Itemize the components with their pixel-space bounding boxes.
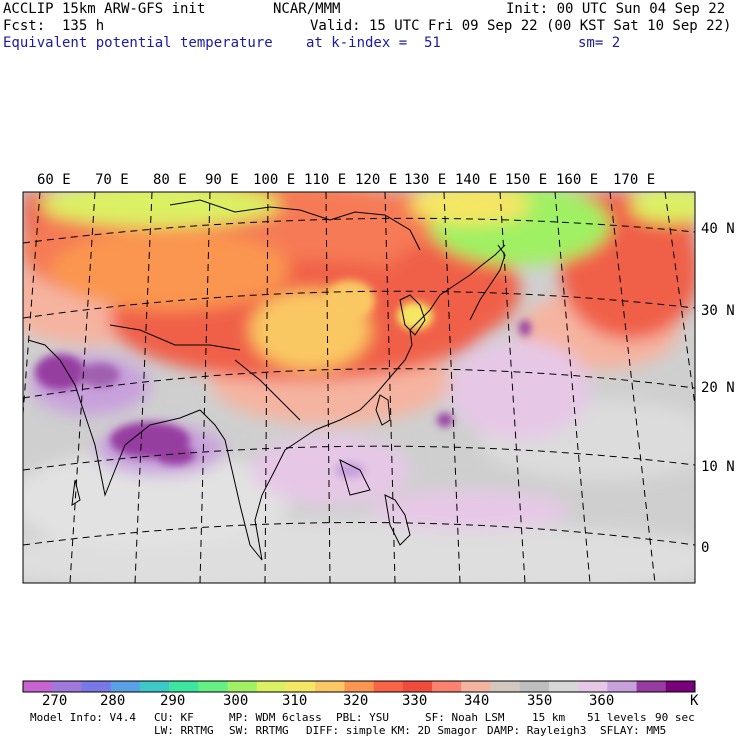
lat-label: 20 N [701, 380, 735, 396]
lon-label: 90 E [205, 172, 239, 188]
lon-label: 100 E [253, 172, 296, 188]
valid-time: Valid: 15 UTC Fri 09 Sep 22 (00 KST Sat … [310, 18, 732, 34]
colorbar-tick: 300 [223, 693, 249, 709]
colorbar-swatch [198, 681, 229, 692]
model-title: ACCLIP 15km ARW-GFS init [3, 1, 206, 17]
footer-item: 15 km [532, 711, 566, 724]
footer-item: PBL: YSU [336, 711, 389, 724]
colorbar-swatch [23, 681, 53, 692]
lon-label: 110 E [304, 172, 347, 188]
colorbar-swatch [169, 681, 199, 692]
footer-item: SFLAY: MM5 [600, 724, 667, 737]
colorbar-swatch [461, 681, 491, 692]
colorbar-swatch [490, 681, 521, 692]
colorbar-tick: 320 [343, 693, 369, 709]
colorbar-swatch [607, 681, 638, 692]
colorbar-swatch [548, 681, 579, 692]
footer-item: 90 sec [655, 711, 695, 724]
colorbar-frame [22, 680, 696, 693]
colorbar-swatch [139, 681, 170, 692]
footer-item: CU: KF [154, 711, 194, 724]
theta-e-field [23, 192, 695, 583]
colorbar-swatch [578, 681, 608, 692]
footer-item: Model Info: V4.4 [30, 711, 136, 724]
lat-label: 0 [701, 540, 710, 556]
lat-label: 40 N [701, 221, 735, 237]
lon-label: 70 E [95, 172, 129, 188]
colorbar-swatch [52, 681, 82, 692]
colorbar-tick: 330 [402, 693, 428, 709]
colorbar-swatch [81, 681, 112, 692]
footer-item: 51 levels [587, 711, 647, 724]
colorbar-swatch [665, 681, 696, 692]
colorbar-tick: 350 [527, 693, 553, 709]
colorbar-unit: K [690, 693, 699, 709]
colorbar-swatch [636, 681, 667, 692]
colorbar-tick: 360 [589, 693, 615, 709]
colorbar-swatch [519, 681, 550, 692]
lon-label: 60 E [37, 172, 71, 188]
lat-label: 10 N [701, 459, 735, 475]
smoothing: sm= 2 [578, 35, 621, 51]
graticule [23, 192, 695, 583]
footer-item: LW: RRTMG [154, 724, 214, 737]
footer-item: KM: 2D Smagor [391, 724, 478, 737]
map-frame [22, 191, 696, 584]
footer-item: DIFF: simple [306, 724, 386, 737]
init-time: Init: 00 UTC Sun 04 Sep 22 [506, 1, 726, 17]
colorbar-swatch [402, 681, 433, 692]
footer-item: SW: RRTMG [229, 724, 289, 737]
colorbar [22, 680, 696, 693]
colorbar-swatch [110, 681, 141, 692]
colorbar-swatch [432, 681, 462, 692]
footer-item: DAMP: Rayleigh3 [487, 724, 587, 737]
colorbar-tick: 310 [282, 693, 308, 709]
colorbar-swatch [227, 681, 258, 692]
colorbar-swatch [373, 681, 404, 692]
lon-label: 160 E [556, 172, 599, 188]
colorbar-swatch [256, 681, 287, 692]
lon-label: 130 E [404, 172, 447, 188]
lon-label: 120 E [355, 172, 398, 188]
colorbar-tick: 280 [100, 693, 126, 709]
colorbar-tick: 340 [464, 693, 490, 709]
institution: NCAR/MMM [273, 1, 341, 17]
colorbar-tick: 290 [160, 693, 186, 709]
forecast-hour: Fcst: 135 h [3, 18, 105, 34]
footer-item: MP: WDM 6class [229, 711, 322, 724]
colorbar-tick: 270 [42, 693, 68, 709]
lon-label: 80 E [153, 172, 187, 188]
lon-label: 150 E [505, 172, 548, 188]
field-name: Equivalent potential temperature [3, 35, 273, 51]
lon-label: 140 E [455, 172, 498, 188]
lat-label: 30 N [701, 303, 735, 319]
footer-item: SF: Noah LSM [425, 711, 505, 724]
colorbar-swatch [315, 681, 345, 692]
colorbar-swatch [344, 681, 375, 692]
lon-label: 170 E [613, 172, 656, 188]
colorbar-swatch [285, 681, 316, 692]
level-index: at k-index = 51 [306, 35, 441, 51]
